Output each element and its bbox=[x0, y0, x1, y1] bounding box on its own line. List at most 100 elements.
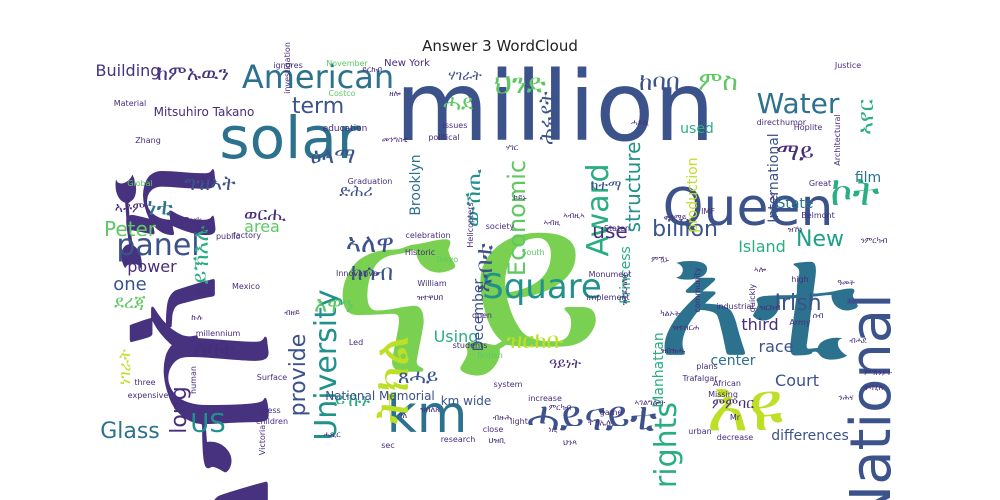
word-161: ምርካብ bbox=[549, 403, 572, 412]
word-68: used bbox=[680, 121, 714, 137]
word-54: area bbox=[244, 217, 280, 236]
word-83: National Memorial bbox=[325, 389, 435, 403]
word-139: factory bbox=[233, 231, 261, 240]
word-187: ገለ bbox=[399, 411, 408, 420]
word-48: ውሽጢ bbox=[461, 168, 486, 227]
word-26: US bbox=[190, 409, 226, 439]
word-163: ኮይኑ bbox=[513, 193, 526, 202]
word-97: students bbox=[453, 341, 488, 350]
word-121: Monument bbox=[589, 270, 632, 279]
word-146: human bbox=[189, 366, 198, 394]
word-186: ህንጻ bbox=[563, 438, 577, 447]
word-17: panel bbox=[116, 228, 199, 263]
word-93: William bbox=[417, 279, 447, 288]
word-177: ኣሎ bbox=[754, 265, 767, 274]
word-30: New bbox=[796, 227, 844, 252]
word-12: ሓይናይቲ bbox=[527, 394, 657, 440]
word-33: use bbox=[592, 219, 627, 243]
word-178: ዝርከብ bbox=[760, 303, 781, 312]
word-176: ዝኾነ bbox=[788, 225, 803, 234]
word-109: ignores bbox=[273, 61, 302, 70]
word-107: Global bbox=[127, 179, 153, 188]
word-144: British bbox=[477, 351, 503, 360]
word-74: ምምባር bbox=[712, 396, 754, 412]
word-87: education bbox=[323, 124, 368, 134]
word-78: ደረጃ bbox=[114, 292, 146, 313]
word-39: ምስ bbox=[698, 67, 738, 97]
word-126: Missing bbox=[708, 390, 738, 399]
word-32: Peter bbox=[104, 217, 157, 241]
word-51: ዕላማ bbox=[311, 144, 356, 169]
word-181: ካልኦት bbox=[660, 309, 680, 318]
word-131: Mr bbox=[730, 413, 741, 422]
word-138: Tokyo bbox=[435, 255, 459, 264]
word-175: ተባሂሉ bbox=[864, 383, 885, 392]
word-7: Queen bbox=[663, 178, 834, 238]
word-96: millennium bbox=[196, 329, 241, 338]
word-133: Victoria bbox=[258, 425, 267, 455]
word-44: ኣብቲ bbox=[470, 243, 498, 292]
word-75: ዓይነት bbox=[549, 356, 581, 372]
word-15: University bbox=[309, 289, 344, 440]
word-2: ኣብ bbox=[96, 327, 312, 500]
word-183: ዝበዝሑ bbox=[661, 346, 686, 355]
word-85: Mitsuhiro Takano bbox=[154, 105, 255, 119]
word-102: Surface bbox=[257, 373, 288, 382]
word-67: film bbox=[855, 170, 881, 186]
word-127: decrease bbox=[717, 433, 754, 442]
word-73: ይኽእሉ bbox=[189, 226, 214, 285]
word-113: humor bbox=[780, 118, 807, 127]
word-158: ኣብዚ bbox=[544, 218, 561, 227]
word-170: ዓመት bbox=[837, 278, 855, 287]
word-154: Due bbox=[196, 288, 212, 297]
word-190: ሓይሊ bbox=[631, 118, 649, 127]
word-36: ነቲ bbox=[147, 193, 173, 221]
word-80: ኣቶም bbox=[115, 200, 145, 216]
word-20: rights bbox=[649, 402, 684, 488]
word-188: ዘሎ bbox=[389, 89, 401, 98]
word-101: children bbox=[256, 417, 288, 426]
word-99: increase bbox=[528, 394, 562, 403]
word-124: plans bbox=[696, 362, 717, 371]
word-116: Army bbox=[789, 318, 810, 327]
word-182: ዝተሰርሐ bbox=[673, 323, 700, 332]
word-115: Great bbox=[809, 179, 831, 188]
word-84: km wide bbox=[441, 394, 492, 408]
word-72: ይኹኑ bbox=[334, 390, 370, 411]
word-34: ሓደ bbox=[443, 91, 473, 116]
word-174: ንሕና bbox=[839, 393, 855, 402]
word-164: ሃገር bbox=[506, 143, 519, 152]
word-64: production bbox=[685, 157, 701, 232]
word-165: መንግስቲ bbox=[382, 135, 409, 144]
chart-title: Answer 3 WordCloud bbox=[422, 37, 578, 55]
word-140: public bbox=[216, 232, 240, 241]
word-162: ኣብዚኣ bbox=[563, 211, 585, 220]
word-29: long bbox=[167, 386, 192, 433]
word-149: Staten bbox=[604, 224, 630, 233]
word-6: National bbox=[839, 293, 904, 500]
word-189: ይርከብ bbox=[362, 65, 382, 74]
word-135: investigation bbox=[283, 42, 292, 94]
word-166: ዝበለጸ bbox=[420, 405, 440, 414]
word-66: State bbox=[776, 196, 813, 212]
word-24: provide bbox=[286, 334, 311, 417]
word-9: ኣኽ bbox=[77, 163, 251, 361]
word-155: ሓጺር bbox=[323, 430, 341, 439]
word-160: ዝተፈላለዩ bbox=[620, 275, 629, 306]
word-50: ግዝኣት bbox=[184, 171, 236, 195]
word-46: Building bbox=[96, 61, 161, 80]
word-56: third bbox=[741, 315, 778, 334]
word-123: Trafalgar bbox=[681, 374, 718, 383]
word-142: Best bbox=[196, 225, 214, 234]
word-110: November bbox=[326, 59, 368, 68]
word-141: Park bbox=[184, 216, 202, 225]
word-4: እቲ bbox=[657, 206, 860, 393]
word-90: Historic bbox=[405, 248, 435, 257]
word-27: structure bbox=[621, 142, 645, 233]
word-3: million bbox=[395, 51, 715, 163]
word-59: Using bbox=[434, 327, 479, 346]
word-169: ሰብ bbox=[812, 311, 823, 320]
word-137: political bbox=[428, 133, 459, 142]
word-130: light bbox=[510, 417, 528, 426]
word-145: Architectural bbox=[833, 114, 842, 165]
